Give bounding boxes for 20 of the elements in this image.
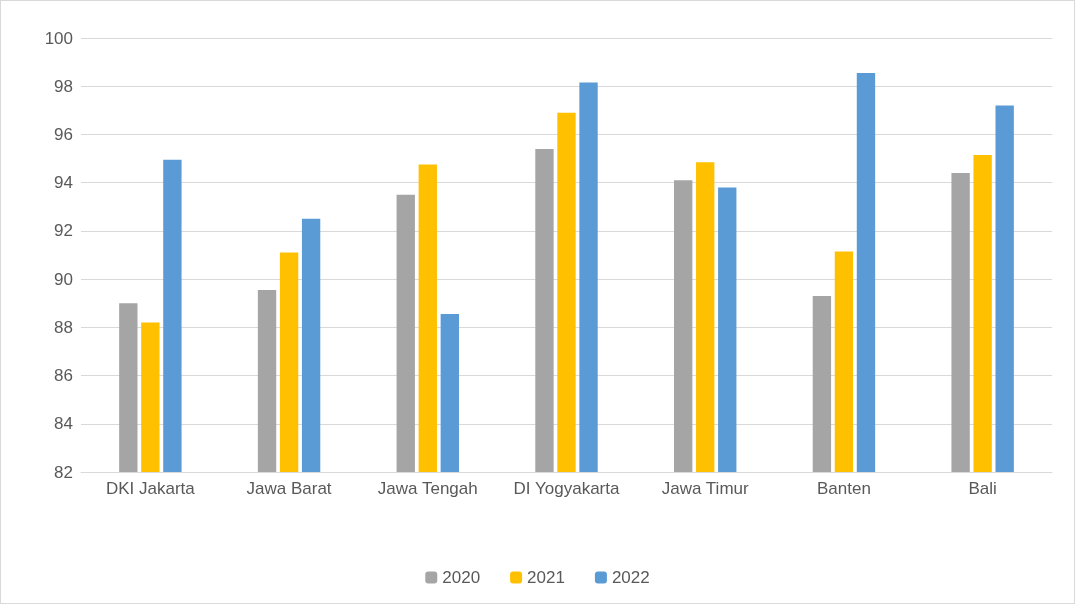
- y-tick-label: 98: [54, 76, 73, 96]
- x-tick-label: Banten: [816, 479, 871, 498]
- y-tick-label: 92: [54, 221, 73, 241]
- x-tick-label: DKI Jakarta: [105, 479, 196, 498]
- y-tick-label: 90: [54, 269, 73, 289]
- y-tick-label: 96: [54, 124, 73, 144]
- legend-label: 2021: [527, 568, 565, 587]
- y-tick-label: 94: [54, 173, 73, 193]
- y-tick-label: 84: [54, 414, 73, 434]
- x-tick-label: Jawa Barat: [246, 479, 332, 498]
- y-tick-label: 100: [44, 28, 73, 48]
- y-tick-label: 88: [54, 317, 73, 337]
- x-tick-label: Jawa Tengah: [377, 479, 478, 498]
- y-tick-label: 86: [54, 366, 73, 386]
- x-tick-label: DI Yogyakarta: [513, 479, 620, 498]
- x-tick-label: Jawa Timur: [661, 479, 749, 498]
- legend-label: 2022: [611, 568, 650, 587]
- legend-label: 2020: [442, 568, 481, 587]
- y-tick-label: 82: [54, 462, 73, 482]
- x-tick-label: Bali: [968, 479, 997, 498]
